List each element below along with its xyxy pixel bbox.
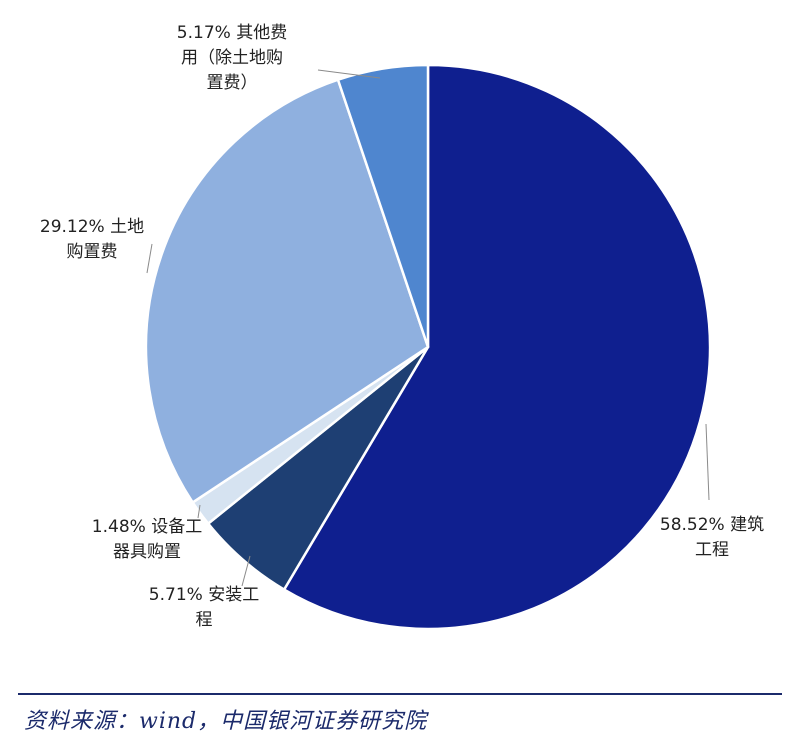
slice-label-3: 29.12% 土地购置费	[40, 217, 144, 262]
leader-line-4	[317, 69, 381, 79]
slice-label-2: 1.48% 设备工器具购置	[92, 517, 202, 562]
slice-label-line: 程	[196, 610, 213, 630]
slice-labels: 58.52% 建筑工程 5.71% 安装工程 1.48% 设备工器具购置 29.12%…	[40, 23, 764, 630]
source-divider	[18, 693, 782, 695]
slice-label-line: 5.71% 安装工	[149, 585, 259, 605]
leader-lines	[146, 69, 710, 587]
slice-label-4: 5.17% 其他费用（除土地购置费）	[177, 23, 287, 93]
leader-line-3	[146, 243, 153, 274]
leader-line-2	[197, 504, 201, 519]
pie-slices	[144, 63, 712, 631]
leader-line-1	[241, 555, 251, 587]
slice-label-line: 工程	[695, 540, 729, 560]
slice-label-line: 用（除土地购	[181, 48, 283, 68]
slice-label-line: 购置费	[67, 242, 118, 262]
slice-label-line: 5.17% 其他费	[177, 23, 287, 43]
pie-slice-3	[144, 78, 430, 504]
slice-label-line: 器具购置	[113, 542, 181, 562]
leader-line-0	[705, 423, 710, 501]
slice-label-line: 29.12% 土地	[40, 217, 144, 237]
source-note: 资料来源：wind，中国银河证券研究院	[24, 709, 428, 734]
slice-label-line: 1.48% 设备工	[92, 517, 202, 537]
slice-label-line: 58.52% 建筑	[660, 515, 764, 535]
pie-slice-4	[336, 63, 430, 349]
slice-label-line: 置费）	[207, 73, 258, 93]
slice-label-1: 5.71% 安装工程	[149, 585, 259, 630]
slice-label-0: 58.52% 建筑工程	[660, 515, 764, 560]
pie-slice-0	[282, 63, 712, 631]
